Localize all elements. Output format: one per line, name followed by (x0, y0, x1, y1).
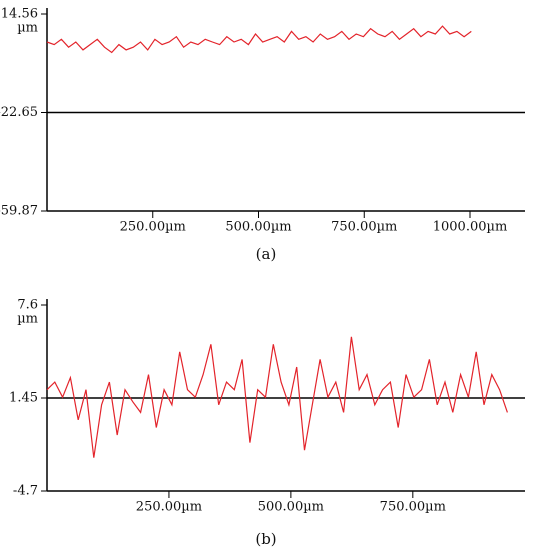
y-unit: µm (17, 312, 38, 327)
x-tick-label: 750.00µm (380, 500, 446, 515)
y-tick-label: 1.45 (9, 391, 38, 406)
x-tick-label: 250.00µm (120, 220, 186, 235)
x-tick-label: 500.00µm (225, 220, 291, 235)
y-unit: µm (17, 21, 38, 36)
y-tick-label: 14.56 (1, 7, 38, 22)
profile-line (46, 25, 472, 54)
profile-line (46, 336, 508, 458)
y-tick-label: -4.7 (13, 484, 38, 499)
x-tick-label: 750.00µm (331, 220, 397, 235)
x-tick-label: 250.00µm (136, 500, 202, 515)
x-tick-label: 500.00µm (258, 500, 324, 515)
caption: (b) (255, 530, 276, 548)
x-tick-label: 1000.00µm (433, 220, 508, 235)
y-tick-label: -22.65 (0, 105, 38, 120)
y-tick-label: -59.87 (0, 204, 38, 219)
y-tick-label: 7.6 (17, 298, 38, 313)
caption: (a) (256, 245, 277, 263)
